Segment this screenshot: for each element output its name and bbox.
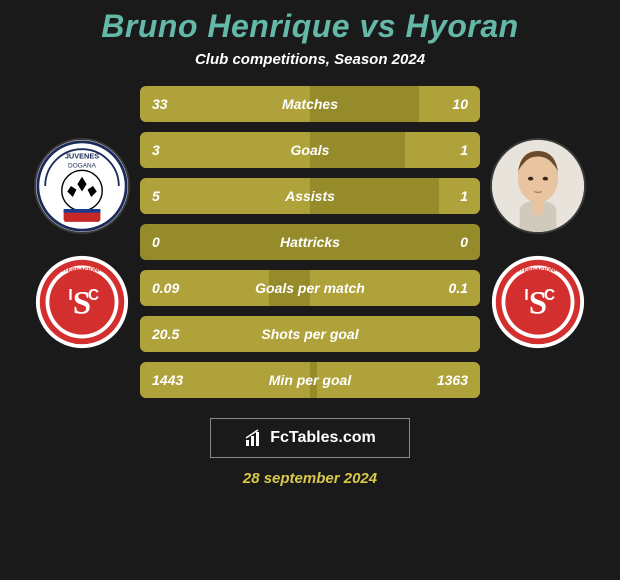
footer: FcTables.com 28 september 2024: [210, 418, 410, 487]
right-club-badge: S I C INTERNACIONAL 1909: [490, 254, 586, 350]
comparison-card: Bruno Henrique vs Hyoran Club competitio…: [0, 0, 620, 580]
chart-icon: [244, 428, 264, 448]
svg-text:1909: 1909: [531, 339, 546, 346]
stat-label: Goals per match: [202, 280, 418, 296]
stat-label: Goals: [202, 142, 418, 158]
svg-text:JUVENES: JUVENES: [65, 151, 99, 160]
stat-label: Min per goal: [202, 372, 418, 388]
stat-value-right: 1: [418, 142, 468, 158]
stat-value-right: 1363: [418, 372, 468, 388]
stat-row: 3Goals1: [140, 132, 480, 168]
svg-text:I: I: [524, 287, 528, 304]
stat-row: 5Assists1: [140, 178, 480, 214]
stat-value-left: 3: [152, 142, 202, 158]
svg-text:INTERNACIONAL: INTERNACIONAL: [58, 267, 106, 273]
stat-row: 20.5Shots per goal: [140, 316, 480, 352]
svg-text:DOGANA: DOGANA: [68, 163, 97, 170]
stat-value-right: 0.1: [418, 280, 468, 296]
stat-value-right: 0: [418, 234, 468, 250]
right-player-avatar: [490, 138, 586, 234]
svg-text:C: C: [88, 287, 99, 304]
svg-text:I: I: [68, 287, 72, 304]
player-photo-icon: [492, 140, 584, 232]
left-player-column: JUVENES DOGANA S I: [32, 134, 132, 350]
left-club-badge: S I C INTERNACIONAL 1909: [34, 254, 130, 350]
stat-value-left: 0: [152, 234, 202, 250]
stats-column: 33Matches103Goals15Assists10Hattricks00.…: [140, 86, 480, 398]
page-subtitle: Club competitions, Season 2024: [195, 51, 425, 68]
svg-text:1909: 1909: [75, 339, 90, 346]
svg-text:INTERNACIONAL: INTERNACIONAL: [514, 267, 562, 273]
date-text: 28 september 2024: [243, 470, 377, 487]
stat-value-right: 1: [418, 188, 468, 204]
stat-label: Hattricks: [202, 234, 418, 250]
logo-text: FcTables.com: [270, 429, 376, 447]
stat-value-left: 1443: [152, 372, 202, 388]
stat-label: Matches: [202, 96, 418, 112]
fctables-logo: FcTables.com: [210, 418, 410, 458]
stat-value-right: 10: [418, 96, 468, 112]
stat-row: 1443Min per goal1363: [140, 362, 480, 398]
stat-row: 0.09Goals per match0.1: [140, 270, 480, 306]
stat-label: Assists: [202, 188, 418, 204]
left-player-avatar: JUVENES DOGANA: [34, 138, 130, 234]
stat-row: 33Matches10: [140, 86, 480, 122]
svg-text:C: C: [544, 287, 555, 304]
internacional-badge-icon: S I C INTERNACIONAL 1909: [34, 254, 130, 350]
internacional-badge-icon: S I C INTERNACIONAL 1909: [490, 254, 586, 350]
stat-value-left: 5: [152, 188, 202, 204]
stat-value-left: 20.5: [152, 326, 202, 342]
stat-value-left: 33: [152, 96, 202, 112]
stat-value-left: 0.09: [152, 280, 202, 296]
juvenes-dogana-badge-icon: JUVENES DOGANA: [36, 140, 128, 232]
stat-label: Shots per goal: [202, 326, 418, 342]
page-title: Bruno Henrique vs Hyoran: [101, 8, 518, 45]
stat-row: 0Hattricks0: [140, 224, 480, 260]
right-player-column: S I C INTERNACIONAL 1909: [488, 134, 588, 350]
comparison-body: JUVENES DOGANA S I: [0, 86, 620, 398]
